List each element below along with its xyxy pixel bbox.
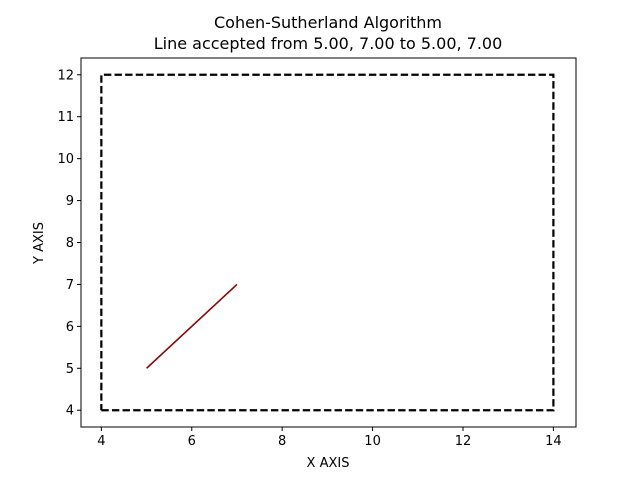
plot-background: [81, 58, 576, 427]
y-axis-label: Y AXIS: [32, 222, 47, 265]
plot-area: [80, 57, 577, 428]
x-tick-label: 10: [364, 434, 381, 449]
x-tick-label: 12: [455, 434, 472, 449]
y-tick-label: 4: [66, 404, 74, 419]
y-axis-ticks: 4 5 6 7 8 9 10 11 12: [57, 68, 81, 419]
x-tick-label: 14: [545, 434, 562, 449]
y-tick-label: 7: [66, 278, 74, 293]
y-tick-label: 9: [66, 194, 74, 209]
y-tick-label: 11: [57, 110, 74, 125]
series-line-0: [146, 283, 238, 369]
chart-subtitle: Line accepted from 5.00, 7.00 to 5.00, 7…: [154, 34, 503, 53]
chart-title: Cohen-Sutherland Algorithm: [214, 13, 442, 32]
y-tick-label: 6: [66, 320, 74, 335]
y-tick-label: 10: [57, 152, 74, 167]
x-tick-label: 4: [97, 434, 105, 449]
clip-window: [100, 73, 555, 412]
x-tick-label: 8: [278, 434, 286, 449]
y-tick-label: 5: [66, 362, 74, 377]
y-tick-label: 12: [57, 68, 74, 83]
x-axis-ticks: 4 6 8 10 12 14: [97, 427, 562, 449]
x-axis-label: X AXIS: [307, 456, 350, 471]
y-tick-label: 8: [66, 236, 74, 251]
x-tick-label: 6: [188, 434, 196, 449]
